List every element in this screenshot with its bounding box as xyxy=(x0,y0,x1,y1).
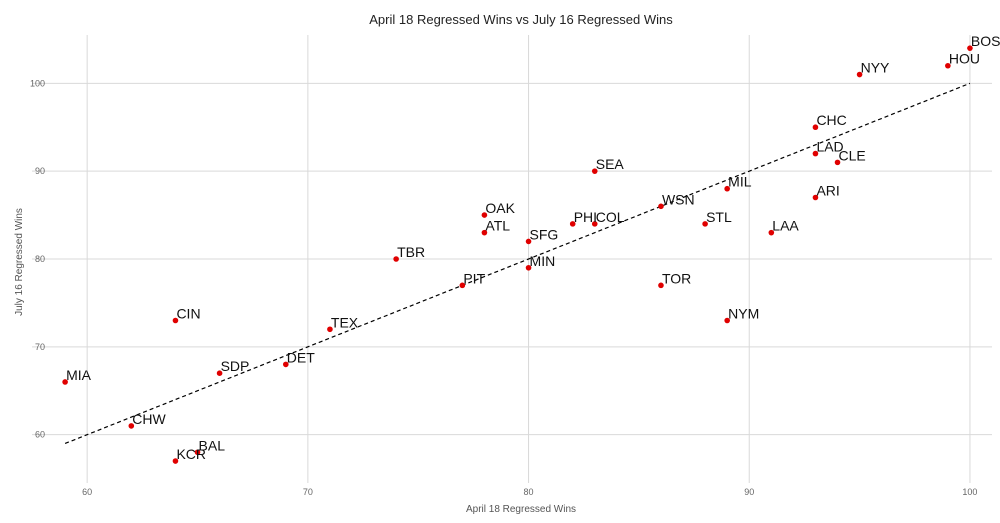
point-label-sea: SEA xyxy=(596,156,625,172)
point-label-min: MIN xyxy=(530,253,556,269)
chart-title: April 18 Regressed Wins vs July 16 Regre… xyxy=(369,12,673,27)
point-label-ari: ARI xyxy=(816,183,839,199)
data-point-sea xyxy=(591,168,598,174)
data-point-wsn xyxy=(658,203,664,210)
point-label-tor: TOR xyxy=(662,270,691,286)
point-label-oak: OAK xyxy=(485,200,515,216)
point-label-hou: HOU xyxy=(949,51,980,67)
grid xyxy=(32,35,992,483)
point-label-cle: CLE xyxy=(839,147,866,163)
y-tick-label: 90 xyxy=(35,166,45,176)
y-tick-label: 70 xyxy=(35,342,45,352)
point-label-cin: CIN xyxy=(176,305,200,321)
point-label-phi: PHI xyxy=(574,209,597,225)
point-label-laa: LAA xyxy=(772,218,799,234)
data-point-bal xyxy=(194,449,201,456)
data-point-ari xyxy=(812,194,819,201)
data-point-det xyxy=(282,361,289,368)
point-label-mil: MIL xyxy=(728,174,752,190)
point-label-kcr: KCR xyxy=(176,446,206,462)
y-axis-label: July 16 Regressed Wins xyxy=(14,208,25,316)
x-tick-label: 60 xyxy=(82,487,92,497)
x-tick-label: 100 xyxy=(962,487,977,497)
point-label-nym: NYM xyxy=(728,305,759,321)
data-point-tbr xyxy=(393,256,399,262)
point-label-bal: BAL xyxy=(199,437,226,453)
trend-line xyxy=(64,82,971,445)
data-point-pit xyxy=(459,282,466,289)
x-tick-label: 70 xyxy=(303,487,313,497)
data-point-nyy xyxy=(856,71,863,78)
point-label-chw: CHW xyxy=(132,411,166,427)
point-label-tbr: TBR xyxy=(397,244,425,260)
data-point-chc xyxy=(812,124,819,131)
data-point-chw xyxy=(128,423,135,429)
data-point-hou xyxy=(945,62,951,69)
data-point-kcr xyxy=(172,458,179,464)
data-point-lad xyxy=(812,150,819,157)
point-label-wsn: WSN xyxy=(662,191,695,207)
y-tick-label: 80 xyxy=(35,254,45,264)
data-point-oak xyxy=(481,212,488,218)
data-point-bos xyxy=(967,45,973,51)
y-tick-label: 100 xyxy=(30,78,45,88)
data-point-laa xyxy=(768,229,775,236)
axis-ticks: 60 70 80 90 100 60 70 80 90 100 xyxy=(30,78,977,497)
point-label-mia: MIA xyxy=(66,367,92,383)
point-label-chc: CHC xyxy=(816,112,846,128)
point-label-nyy: NYY xyxy=(861,60,890,76)
x-tick-label: 90 xyxy=(744,487,754,497)
data-point-mil xyxy=(724,185,730,192)
data-points xyxy=(62,45,973,464)
data-point-mia xyxy=(62,379,68,385)
data-point-col xyxy=(591,221,598,227)
data-point-sfg xyxy=(525,238,532,245)
trend-line-layer xyxy=(64,82,971,445)
point-label-tex: TEX xyxy=(331,314,359,330)
point-label-bos: BOS xyxy=(971,33,1000,49)
point-label-det: DET xyxy=(287,349,315,365)
y-tick-label: 60 xyxy=(35,430,45,440)
data-point-tex xyxy=(327,326,333,333)
point-label-col: COL xyxy=(596,209,625,225)
point-label-atl: ATL xyxy=(485,218,510,234)
x-axis-label: April 18 Regressed Wins xyxy=(466,504,576,515)
data-point-stl xyxy=(702,221,708,227)
data-point-phi xyxy=(569,221,576,227)
data-point-min xyxy=(525,264,532,271)
data-point-sdp xyxy=(216,370,223,376)
point-label-lad: LAD xyxy=(816,139,843,155)
data-point-nym xyxy=(724,317,730,324)
data-point-cle xyxy=(834,159,841,166)
x-tick-label: 80 xyxy=(524,487,534,497)
point-label-pit: PIT xyxy=(463,270,485,286)
data-point-tor xyxy=(658,282,664,289)
point-label-sfg: SFG xyxy=(530,226,559,242)
data-point-cin xyxy=(172,317,179,324)
data-point-atl xyxy=(481,229,488,236)
point-label-stl: STL xyxy=(706,209,732,225)
point-label-sdp: SDP xyxy=(221,358,250,374)
